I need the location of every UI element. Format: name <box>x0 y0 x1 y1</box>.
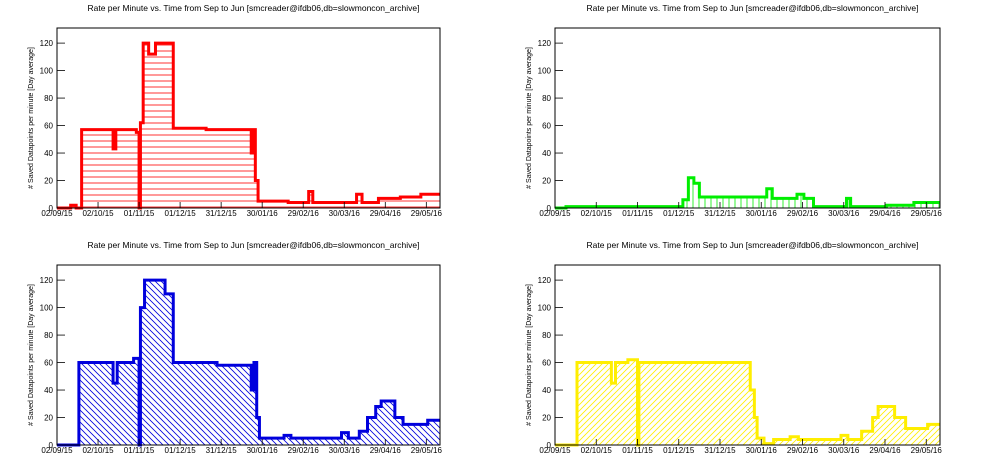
x-tick-label: 29/05/16 <box>411 209 443 218</box>
x-tick-label: 01/12/15 <box>663 446 695 455</box>
y-axis-label: # Saved Datapoints per minute [Day avera… <box>526 47 533 189</box>
x-tick-label: 29/05/16 <box>411 446 443 455</box>
x-tick-label: 01/11/15 <box>622 209 653 218</box>
step-line <box>555 176 940 210</box>
x-tick-label: 01/12/15 <box>165 209 197 218</box>
step-line <box>57 278 440 447</box>
y-tick-label: 60 <box>542 359 551 368</box>
x-tick-label: 30/01/16 <box>247 446 279 455</box>
x-tick-label: 30/03/16 <box>329 446 361 455</box>
y-tick-label: 80 <box>542 94 551 103</box>
y-tick-label: 80 <box>44 94 53 103</box>
x-tick-label: 02/09/15 <box>539 209 571 218</box>
x-tick-label: 01/12/15 <box>663 209 695 218</box>
y-tick-label: 0 <box>547 204 552 213</box>
x-tick-label: 30/03/16 <box>329 209 361 218</box>
x-tick-label: 29/02/16 <box>288 209 320 218</box>
x-tick-label: 30/01/16 <box>746 209 778 218</box>
x-tick-label: 29/02/16 <box>288 446 320 455</box>
y-tick-label: 40 <box>44 149 53 158</box>
x-tick-label: 29/02/16 <box>787 209 819 218</box>
plot-frame <box>56 264 441 446</box>
chart-title: Rate per Minute vs. Time from Sep to Jun… <box>87 240 419 250</box>
x-tick-label: 30/01/16 <box>247 209 279 218</box>
chart-title: Rate per Minute vs. Time from Sep to Jun… <box>586 3 918 13</box>
y-tick-label: 120 <box>40 39 54 48</box>
x-tick-label: 30/01/16 <box>746 446 778 455</box>
y-tick-label: 60 <box>44 359 53 368</box>
y-tick-label: 20 <box>44 414 53 423</box>
y-tick-label: 120 <box>40 276 54 285</box>
y-axis-label: # Saved Datapoints per minute [Day avera… <box>526 284 533 426</box>
x-tick-label: 01/11/15 <box>124 209 155 218</box>
plot-frame <box>554 27 941 209</box>
x-tick-label: 02/10/15 <box>82 446 114 455</box>
plot-frame <box>56 27 441 209</box>
step-line <box>555 358 940 447</box>
x-tick-label: 29/05/16 <box>911 209 943 218</box>
y-axis-label: # Saved Datapoints per minute [Day avera… <box>28 47 35 189</box>
chart-panel: Rate per Minute vs. Time from Sep to Jun… <box>28 240 442 455</box>
y-tick-label: 80 <box>542 331 551 340</box>
y-tick-label: 100 <box>538 67 552 76</box>
x-tick-label: 29/02/16 <box>787 446 819 455</box>
y-tick-label: 60 <box>44 122 53 131</box>
y-tick-label: 100 <box>538 304 552 313</box>
x-tick-label: 02/10/15 <box>581 209 613 218</box>
y-tick-label: 0 <box>547 441 552 450</box>
hatch-fill <box>57 280 440 445</box>
x-tick-label: 02/09/15 <box>41 209 73 218</box>
x-tick-label: 29/04/16 <box>869 446 901 455</box>
x-tick-label: 29/05/16 <box>911 446 943 455</box>
y-tick-label: 120 <box>538 276 552 285</box>
x-tick-label: 31/12/15 <box>704 446 736 455</box>
y-tick-label: 120 <box>538 39 552 48</box>
y-tick-label: 100 <box>40 67 54 76</box>
x-tick-label: 29/04/16 <box>869 209 901 218</box>
x-tick-label: 29/04/16 <box>370 446 402 455</box>
chart-title: Rate per Minute vs. Time from Sep to Jun… <box>586 240 918 250</box>
x-tick-label: 01/11/15 <box>124 446 155 455</box>
plot-frame <box>554 264 941 446</box>
chart-panel: Rate per Minute vs. Time from Sep to Jun… <box>526 3 942 218</box>
y-tick-label: 40 <box>542 386 551 395</box>
y-tick-label: 100 <box>40 304 54 313</box>
hatch-fill <box>57 43 440 208</box>
y-tick-label: 60 <box>542 122 551 131</box>
x-tick-label: 01/12/15 <box>165 446 197 455</box>
chart-panel: Rate per Minute vs. Time from Sep to Jun… <box>526 240 942 455</box>
hatch-fill <box>555 177 940 208</box>
x-tick-label: 31/12/15 <box>704 209 736 218</box>
y-tick-label: 80 <box>44 331 53 340</box>
x-tick-label: 31/12/15 <box>206 446 238 455</box>
chart-title: Rate per Minute vs. Time from Sep to Jun… <box>87 3 419 13</box>
x-tick-label: 02/09/15 <box>539 446 571 455</box>
y-tick-label: 40 <box>44 386 53 395</box>
y-tick-label: 0 <box>49 441 54 450</box>
x-tick-label: 29/04/16 <box>370 209 402 218</box>
y-tick-label: 0 <box>49 204 54 213</box>
y-tick-label: 20 <box>542 414 551 423</box>
x-tick-label: 02/10/15 <box>581 446 613 455</box>
x-tick-label: 31/12/15 <box>206 209 238 218</box>
x-tick-label: 30/03/16 <box>828 446 860 455</box>
step-line <box>57 41 440 210</box>
y-tick-label: 40 <box>542 149 551 158</box>
y-axis-label: # Saved Datapoints per minute [Day avera… <box>28 284 35 426</box>
hatch-fill <box>555 359 940 445</box>
x-tick-label: 01/11/15 <box>622 446 653 455</box>
y-tick-label: 20 <box>44 177 53 186</box>
y-tick-label: 20 <box>542 177 551 186</box>
chart-panel: Rate per Minute vs. Time from Sep to Jun… <box>28 3 442 218</box>
x-tick-label: 02/09/15 <box>41 446 73 455</box>
x-tick-label: 30/03/16 <box>828 209 860 218</box>
x-tick-label: 02/10/15 <box>82 209 114 218</box>
